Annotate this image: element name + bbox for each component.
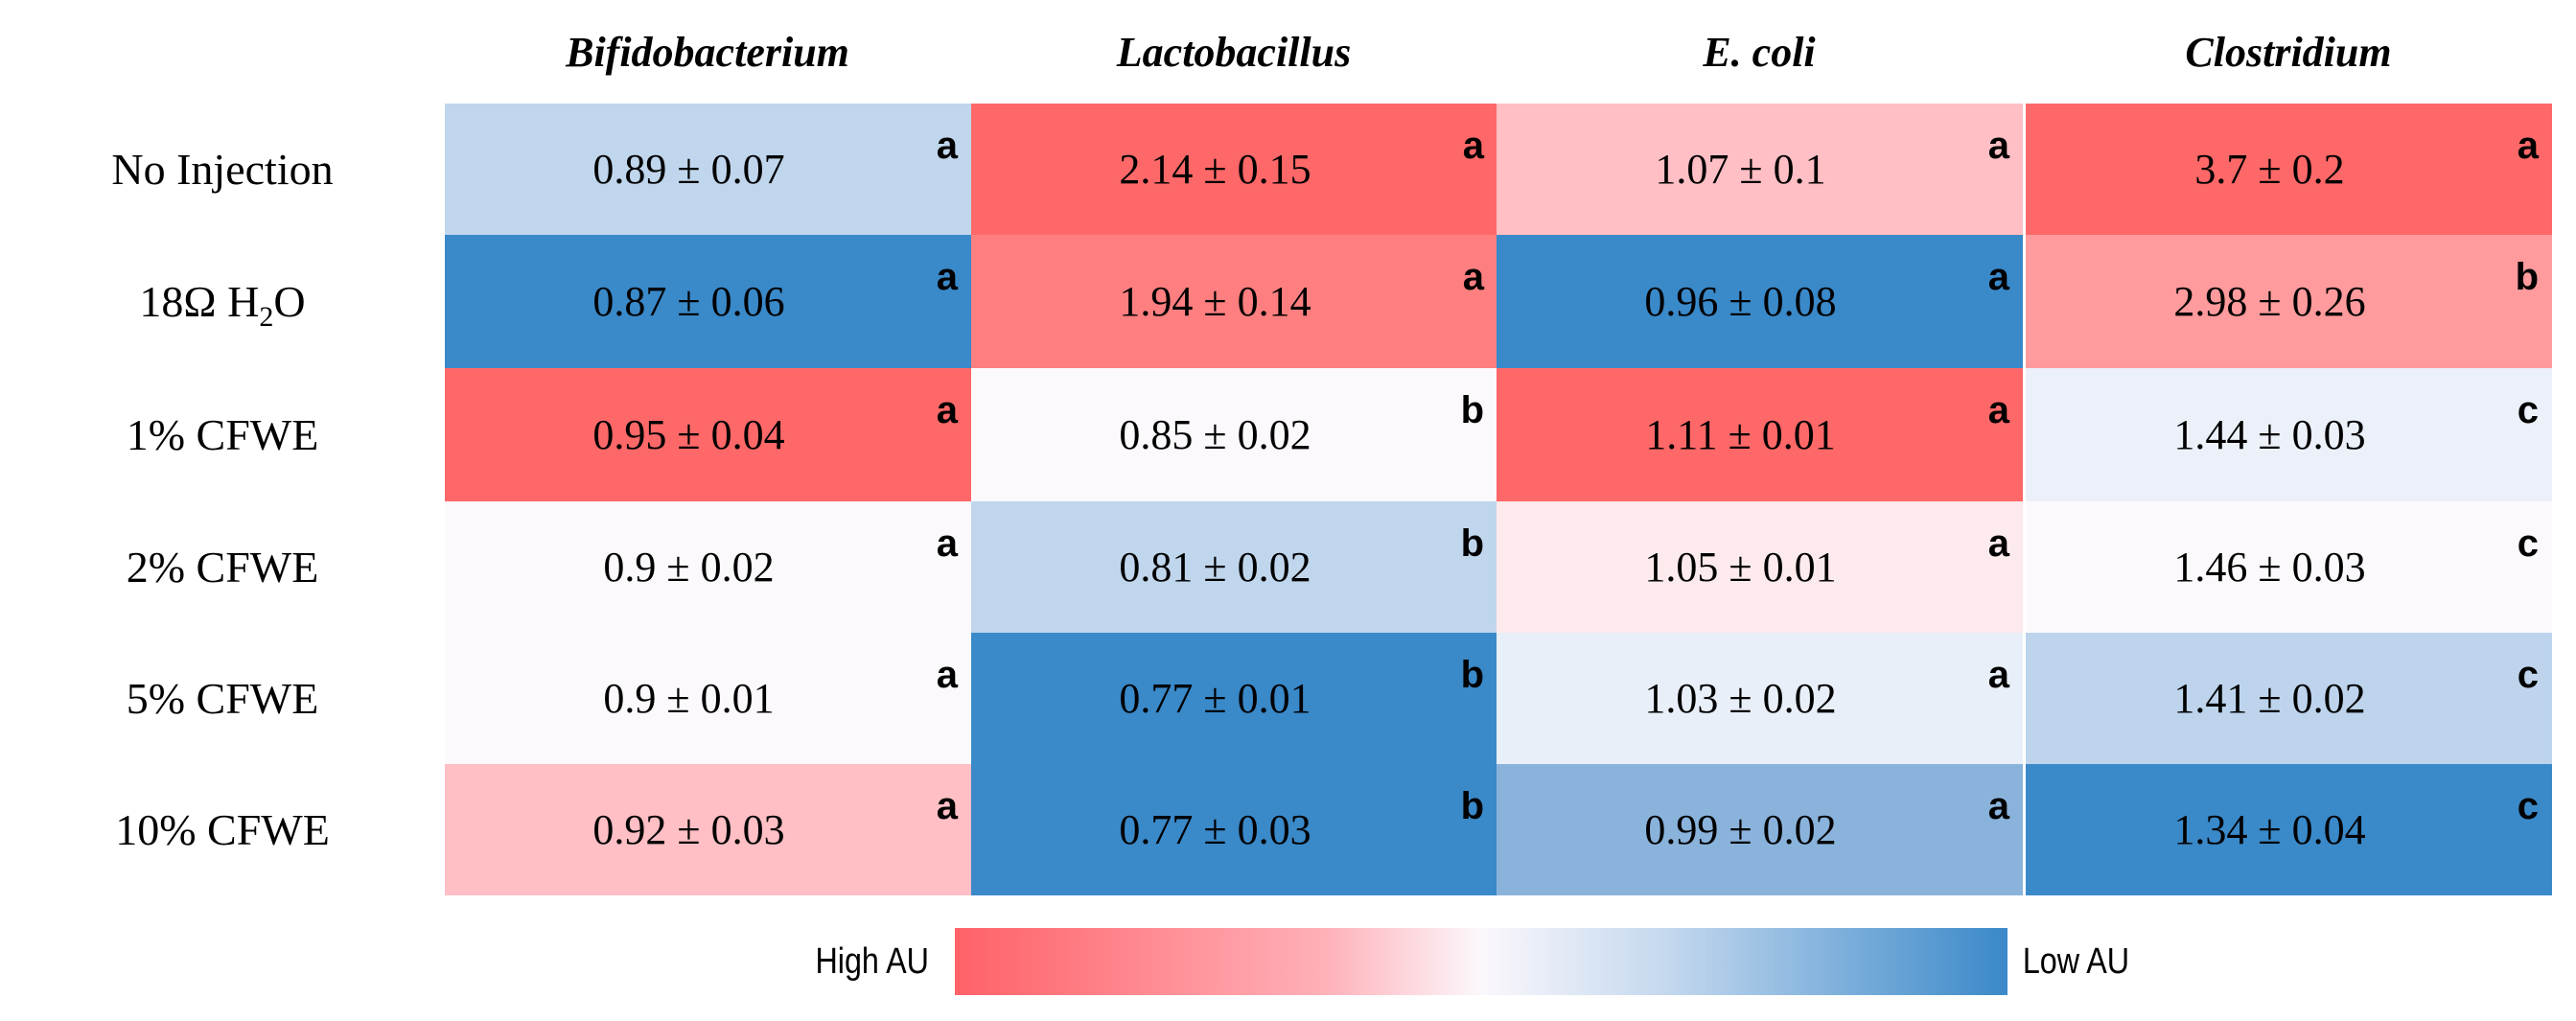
heatmap-cell: 0.99 ± 0.02 a [1497,764,2023,895]
significance-letter: b [1460,522,1484,565]
cell-value: 1.94 ± 0.14 [1119,278,1311,325]
row-label-text: No Injection [111,145,334,194]
cell-value: 0.99 ± 0.02 [1644,806,1837,853]
row-label-text: 2% CFWE [126,543,319,592]
row-header: 2% CFWE [0,501,445,633]
row-label-subscript: 2 [259,301,274,334]
row-header: 1% CFWE [0,368,445,501]
cell-value: 3.7 ± 0.2 [2194,146,2345,193]
cell-value: 0.9 ± 0.01 [603,675,775,722]
significance-letter: b [2515,256,2539,298]
significance-letter: a [936,125,958,167]
row-label-text: 18Ω H [139,277,260,326]
cell-value: 1.11 ± 0.01 [1645,411,1836,458]
heatmap-cell: 1.11 ± 0.01 a [1497,368,2023,501]
significance-letter: b [1460,654,1484,696]
row-label-text: 5% CFWE [126,674,319,723]
heatmap-cell: 1.05 ± 0.01 a [1497,501,2023,633]
cell-value: 0.87 ± 0.06 [592,278,785,325]
heatmap-cell: 0.92 ± 0.03 a [445,764,971,895]
significance-letter: a [1987,654,2009,696]
significance-letter: a [1987,785,2009,827]
cell-value: 1.05 ± 0.01 [1644,544,1837,591]
row-label-text: 10% CFWE [115,805,330,854]
cell-value: 0.85 ± 0.02 [1119,411,1311,458]
heatmap-cell: 1.07 ± 0.1 a [1497,104,2023,235]
significance-letter: a [936,522,958,565]
cell-value: 0.96 ± 0.08 [1644,278,1837,325]
column-header: Bifidobacterium [566,29,849,76]
significance-letter: a [1987,522,2009,565]
significance-letter: a [1987,389,2009,431]
heatmap-cell: 1.34 ± 0.04 c [2026,764,2552,895]
heatmap-cell: 0.95 ± 0.04 a [445,368,971,501]
column-header: E. coli [1703,29,1816,76]
row-label-text: 1% CFWE [126,410,319,459]
column-header: Lactobacillus [1116,29,1352,76]
cell-value: 1.44 ± 0.03 [2173,411,2366,458]
heatmap-cell: 0.87 ± 0.06 a [445,235,971,368]
heatmap-cell: 3.7 ± 0.2 a [2026,104,2552,235]
heatmap-cell: 0.96 ± 0.08 a [1497,235,2023,368]
cell-value: 0.77 ± 0.01 [1119,675,1311,722]
significance-letter: a [936,785,958,827]
significance-letter: a [936,389,958,431]
heatmap-cell: 1.41 ± 0.02 c [2026,633,2552,764]
significance-letter: a [2517,125,2539,167]
cell-value: 0.95 ± 0.04 [592,411,785,458]
legend-high-label: High AU [815,941,929,982]
cell-value: 0.92 ± 0.03 [592,806,785,853]
heatmap-cell: 0.89 ± 0.07 a [445,104,971,235]
heatmap-cell: 0.9 ± 0.01 a [445,633,971,764]
cell-value: 2.98 ± 0.26 [2173,278,2366,325]
heatmap-cell: 0.77 ± 0.03 b [971,764,1497,895]
significance-letter: c [2517,522,2539,565]
cell-value: 2.14 ± 0.15 [1119,146,1311,193]
heatmap-cell: 1.03 ± 0.02 a [1497,633,2023,764]
heatmap-cell: 1.94 ± 0.14 a [971,235,1497,368]
cell-value: 1.46 ± 0.03 [2173,544,2366,591]
cell-value: 1.07 ± 0.1 [1655,146,1826,193]
significance-letter: c [2517,389,2539,431]
cell-value: 0.9 ± 0.02 [603,544,775,591]
cell-value: 1.03 ± 0.02 [1644,675,1837,722]
significance-letter: c [2517,654,2539,696]
significance-letter: b [1460,785,1484,827]
heatmap-cell: 0.81 ± 0.02 b [971,501,1497,633]
heatmap-cell: 1.44 ± 0.03 c [2026,368,2552,501]
color-scale-bar [955,928,2007,995]
cell-value: 0.77 ± 0.03 [1119,806,1311,853]
significance-letter: a [936,654,958,696]
significance-letter: a [1987,256,2009,298]
significance-letter: a [936,256,958,298]
heatmap-cell: 0.85 ± 0.02 b [971,368,1497,501]
heatmap-cell: 0.9 ± 0.02 a [445,501,971,633]
row-label-tail: O [273,277,306,326]
cell-value: 0.81 ± 0.02 [1119,544,1311,591]
significance-letter: a [1462,125,1484,167]
significance-letter: a [1462,256,1484,298]
legend-low-label: Low AU [2022,941,2130,982]
heatmap-cell: 1.46 ± 0.03 c [2026,501,2552,633]
row-header: No Injection [0,104,445,235]
significance-letter: c [2517,785,2539,827]
cell-value: 0.89 ± 0.07 [592,146,785,193]
significance-letter: a [1987,125,2009,167]
cell-value: 1.41 ± 0.02 [2173,675,2366,722]
row-header: 10% CFWE [0,764,445,895]
heatmap-cell: 2.14 ± 0.15 a [971,104,1497,235]
row-header: 5% CFWE [0,633,445,764]
column-header: Clostridium [2185,29,2392,76]
heatmap-cell: 2.98 ± 0.26 b [2026,235,2552,368]
cell-value: 1.34 ± 0.04 [2173,806,2366,853]
row-header: 18Ω H2O [0,235,445,368]
significance-letter: b [1460,389,1484,431]
heatmap-cell: 0.77 ± 0.01 b [971,633,1497,764]
